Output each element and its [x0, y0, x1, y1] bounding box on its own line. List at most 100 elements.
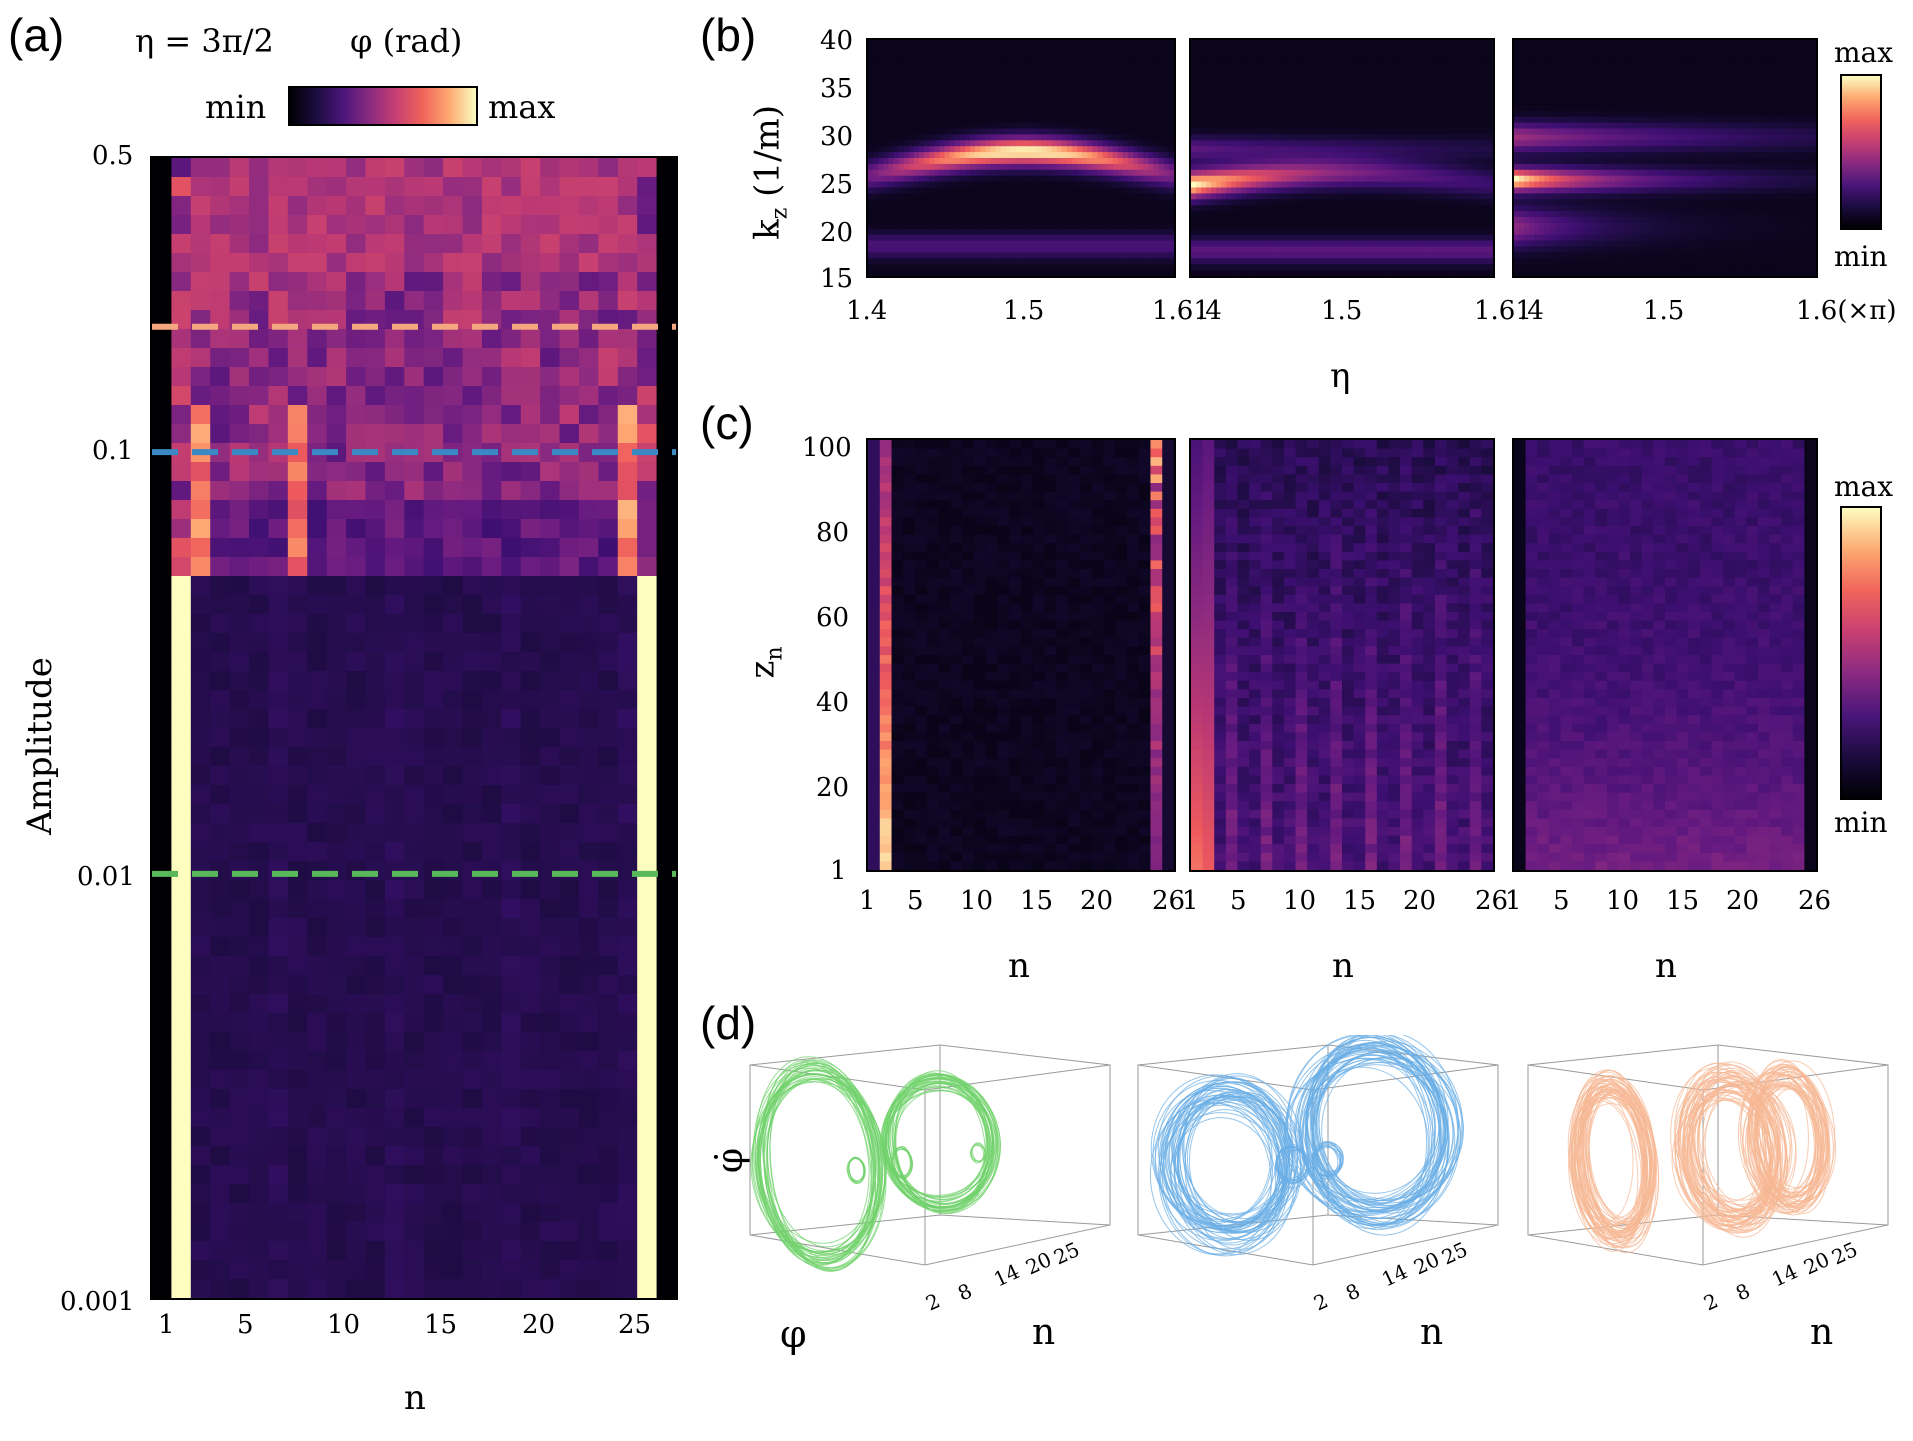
panel-a-heatmap-svg	[152, 158, 676, 1298]
panel-a-label: (a)	[8, 9, 65, 61]
panel-c-ytick-4: 20	[816, 773, 850, 803]
panel-c1-xlabel: n	[1008, 946, 1030, 986]
panel-d-ntick-4: 25	[1438, 1237, 1471, 1270]
panel-b-heatmap-1	[866, 38, 1176, 278]
panel-c3-xlabel: n	[1655, 946, 1677, 986]
panel-b3-xtick-2: 1.6(×π)	[1796, 296, 1897, 326]
panel-a-xtick-3: 15	[424, 1310, 458, 1340]
panel-d3-n-label: n	[1810, 1312, 1834, 1353]
panel-a-xtick-1: 5	[237, 1310, 254, 1340]
panel-c-ytick-0: 100	[802, 433, 852, 463]
panel-a-xtick-5: 25	[618, 1310, 652, 1340]
panel-b-label: (b)	[700, 9, 757, 61]
panel-c-ytick-1: 80	[816, 518, 850, 548]
panel-c-label: (c)	[700, 397, 754, 449]
panel-d-ntick-3: 20	[1800, 1247, 1833, 1280]
panel-a-eta: η = 3π/2	[135, 22, 274, 60]
panel-c-heatmap-2	[1189, 438, 1495, 872]
panel-a-ytick-1: 0.1	[92, 436, 134, 466]
panel-a-ylabel: Amplitude	[20, 657, 60, 835]
panel-c-heatmap-2-svg	[1191, 440, 1493, 870]
panel-d1-n-label: n	[1032, 1312, 1056, 1353]
panel-b2-xtick-2: 1.61	[1474, 296, 1532, 326]
panel-b-ytick-1: 35	[820, 74, 854, 104]
panel-b-ytick-2: 30	[820, 122, 854, 152]
panel-a-heatmap	[150, 156, 678, 1300]
panel-c3-xtick-0: 1	[1505, 886, 1522, 916]
panel-d-ntick-1: 8	[1732, 1278, 1754, 1305]
panel-a-ytick-0: 0.5	[92, 141, 134, 171]
panel-b-heatmap-2-svg	[1191, 40, 1493, 276]
panel-c2-xtick-4: 20	[1403, 886, 1437, 916]
panel-c2-xtick-1: 5	[1230, 886, 1247, 916]
panel-c-ytick-3: 40	[816, 688, 850, 718]
panel-b1-xtick-0: 1.4	[846, 296, 888, 326]
panel-b2-xtick-0: .4	[1197, 296, 1222, 326]
panel-c-colorbar	[1840, 506, 1882, 800]
panel-c-ytick-2: 60	[816, 603, 850, 633]
panel-a-ytick-2: 0.01	[77, 862, 135, 892]
panel-d-ntick-3: 20	[1022, 1247, 1055, 1280]
panel-d-ntick-1: 8	[1342, 1278, 1364, 1305]
panel-c-ylabel: zn	[743, 632, 788, 692]
panel-b-ylabel-sub: z	[767, 207, 793, 220]
panel-a-xtick-0: 1	[158, 1310, 175, 1340]
panel-c-heatmap-1	[866, 438, 1176, 872]
panel-d-ntick-1: 8	[954, 1278, 976, 1305]
panel-d-ntick-4: 25	[1050, 1237, 1083, 1270]
panel-c1-xtick-4: 20	[1080, 886, 1114, 916]
panel-c2-xlabel: n	[1332, 946, 1354, 986]
panel-c1-xtick-2: 10	[960, 886, 994, 916]
panel-b-ylabel-k: k	[747, 219, 788, 240]
panel-b-cbar-max: max	[1834, 36, 1894, 69]
panel-b2-xtick-1: 1.5	[1321, 296, 1363, 326]
panel-a-xlabel: n	[404, 1378, 426, 1418]
panel-d-ntick-0: 2	[1310, 1288, 1332, 1315]
panel-c1-xtick-0: 1	[859, 886, 876, 916]
panel-b-heatmap-3-svg	[1514, 40, 1816, 276]
panel-c2-xtick-3: 15	[1343, 886, 1377, 916]
panel-b-ytick-0: 40	[820, 26, 854, 56]
panel-a-cbar-min: min	[205, 88, 267, 126]
panel-b-ytick-4: 20	[820, 218, 854, 248]
panel-d-label: (d)	[700, 997, 757, 1049]
panel-b-heatmap-1-svg	[868, 40, 1174, 276]
panel-c3-xtick-4: 20	[1726, 886, 1760, 916]
panel-a-xtick-2: 10	[327, 1310, 361, 1340]
panel-b1-xtick-1: 1.5	[1003, 296, 1045, 326]
panel-c1-xtick-5: 26	[1152, 886, 1186, 916]
panel-d-ntick-2: 14	[1378, 1259, 1411, 1292]
panel-c3-xtick-5: 26	[1798, 886, 1832, 916]
panel-d-ntick-0: 2	[1700, 1288, 1722, 1315]
panel-c-ylabel-sub: n	[762, 646, 788, 661]
panel-d-ntick-4: 25	[1828, 1237, 1861, 1270]
panel-c1-xtick-3: 15	[1020, 886, 1054, 916]
panel-c-ylabel-z: z	[742, 660, 783, 679]
panel-c-heatmap-3-svg	[1514, 440, 1816, 870]
panel-a-xtick-4: 20	[522, 1310, 556, 1340]
panel-c2-xtick-5: 26	[1475, 886, 1509, 916]
panel-c-ytick-5: 1	[830, 856, 847, 886]
panel-c-heatmap-1-svg	[868, 440, 1174, 870]
panel-b-heatmap-3	[1512, 38, 1818, 278]
panel-c2-xtick-2: 10	[1283, 886, 1317, 916]
panel-a-colorbar	[288, 86, 478, 126]
panel-b-ytick-3: 25	[820, 170, 854, 200]
panel-c3-xtick-3: 15	[1666, 886, 1700, 916]
panel-d-ntick-2: 14	[1768, 1259, 1801, 1292]
panel-c2-xtick-0: 1	[1182, 886, 1199, 916]
panel-b-ylabel-unit: (1/m)	[747, 104, 788, 208]
panel-d2-n-label: n	[1420, 1312, 1444, 1353]
panel-c-cbar-min: min	[1834, 806, 1888, 839]
panel-b-ylabel: kz (1/m)	[748, 62, 793, 282]
panel-c3-xtick-2: 10	[1606, 886, 1640, 916]
panel-b-cbar-min: min	[1834, 240, 1888, 273]
panel-d-phi-label: φ	[780, 1312, 807, 1356]
panel-c3-xtick-1: 5	[1553, 886, 1570, 916]
panel-a-colorbar-title: φ (rad)	[350, 22, 463, 60]
panel-b-xlabel: η	[1330, 356, 1351, 396]
panel-b-ytick-5: 15	[820, 264, 854, 294]
panel-b-colorbar	[1840, 74, 1882, 230]
